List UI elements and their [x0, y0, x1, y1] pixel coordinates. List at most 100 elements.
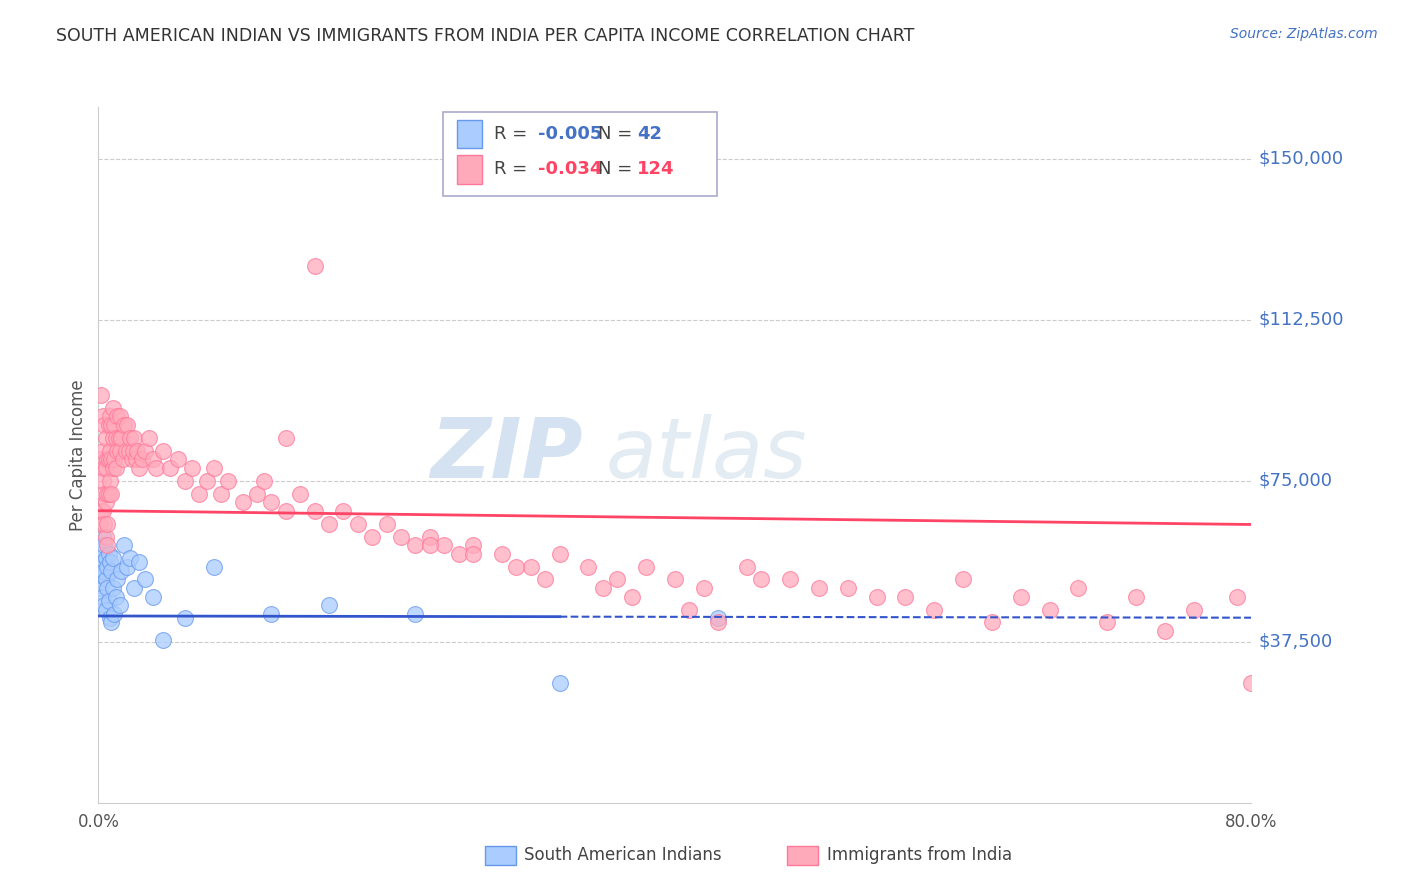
Point	[110, 564, 132, 578]
Point	[90, 388, 112, 402]
Point	[290, 486, 312, 500]
Point	[707, 615, 730, 630]
Point	[97, 452, 120, 467]
Text: SOUTH AMERICAN INDIAN VS IMMIGRANTS FROM INDIA PER CAPITA INCOME CORRELATION CHA: SOUTH AMERICAN INDIAN VS IMMIGRANTS FROM…	[56, 27, 915, 45]
Point	[93, 538, 115, 552]
Point	[202, 559, 225, 574]
Point	[922, 602, 945, 616]
Point	[375, 516, 398, 531]
Point	[120, 431, 142, 445]
Point	[253, 474, 276, 488]
Point	[166, 452, 188, 467]
Point	[231, 495, 254, 509]
Point	[93, 486, 115, 500]
Point	[108, 409, 131, 424]
Text: R =: R =	[494, 161, 533, 178]
Point	[636, 559, 658, 574]
Point	[128, 555, 150, 569]
Point	[837, 581, 859, 595]
Point	[779, 573, 801, 587]
Point	[1010, 590, 1032, 604]
Point	[89, 581, 111, 595]
Point	[120, 551, 142, 566]
Point	[94, 460, 117, 475]
Point	[548, 675, 571, 690]
Point	[548, 547, 571, 561]
Point	[142, 452, 165, 467]
Point	[491, 547, 513, 561]
Text: $75,000: $75,000	[1258, 472, 1333, 490]
Point	[138, 431, 160, 445]
Point	[145, 460, 167, 475]
Point	[127, 443, 149, 458]
Point	[96, 581, 118, 595]
Point	[751, 573, 773, 587]
Point	[93, 417, 115, 432]
Point	[112, 417, 135, 432]
Point	[101, 460, 124, 475]
Point	[520, 559, 543, 574]
Point	[105, 573, 128, 587]
Point	[419, 538, 441, 552]
Text: N =: N =	[598, 161, 637, 178]
Point	[94, 551, 117, 566]
Point	[124, 431, 146, 445]
Point	[90, 452, 112, 467]
Point	[807, 581, 830, 595]
Point	[174, 474, 197, 488]
Point	[260, 607, 283, 621]
Point	[91, 409, 114, 424]
Point	[606, 573, 628, 587]
Point	[419, 529, 441, 543]
Point	[361, 529, 384, 543]
Point	[332, 504, 354, 518]
Point	[108, 443, 131, 458]
Point	[94, 495, 117, 509]
Text: N =: N =	[598, 125, 637, 143]
Point	[121, 452, 143, 467]
Point	[91, 529, 114, 543]
Point	[104, 590, 127, 604]
Point	[114, 443, 136, 458]
Point	[111, 452, 134, 467]
Point	[97, 594, 120, 608]
Point	[91, 555, 114, 569]
Point	[94, 529, 117, 543]
Point	[693, 581, 716, 595]
Point	[195, 474, 218, 488]
Text: -0.034: -0.034	[538, 161, 603, 178]
Point	[91, 504, 114, 518]
Point	[405, 538, 427, 552]
Point	[100, 564, 122, 578]
Point	[1067, 581, 1090, 595]
Point	[112, 538, 135, 552]
Point	[142, 590, 165, 604]
Point	[104, 460, 127, 475]
Point	[1153, 624, 1175, 638]
Point	[91, 443, 114, 458]
Point	[108, 599, 131, 613]
Text: $112,500: $112,500	[1258, 310, 1344, 328]
Point	[318, 516, 340, 531]
Point	[97, 486, 120, 500]
Point	[174, 611, 197, 625]
Point	[202, 460, 225, 475]
Point	[181, 460, 204, 475]
Text: Source: ZipAtlas.com: Source: ZipAtlas.com	[1230, 27, 1378, 41]
Point	[209, 486, 232, 500]
Point	[117, 417, 138, 432]
Point	[105, 443, 128, 458]
Point	[107, 431, 129, 445]
Point	[534, 573, 557, 587]
Point	[505, 559, 527, 574]
Text: -0.005: -0.005	[538, 125, 603, 143]
Point	[103, 607, 125, 621]
Point	[125, 452, 148, 467]
Point	[389, 529, 412, 543]
Point	[98, 409, 121, 424]
Point	[134, 443, 156, 458]
Point	[678, 602, 700, 616]
Point	[105, 409, 128, 424]
Point	[592, 581, 614, 595]
Point	[94, 602, 117, 616]
